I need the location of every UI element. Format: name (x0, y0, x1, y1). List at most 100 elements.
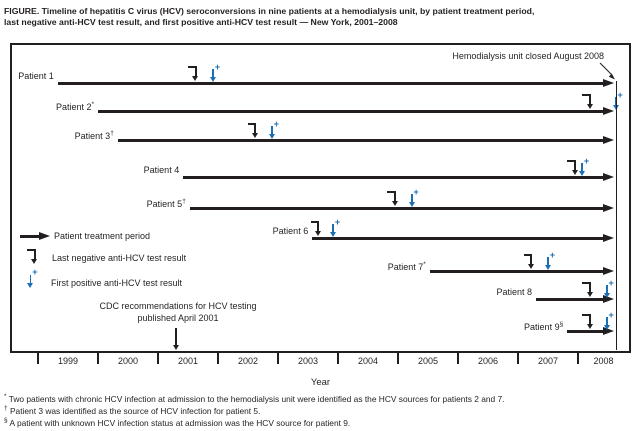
footnote-1: * Two patients with chronic HCV infectio… (4, 392, 505, 404)
treatment-line (189, 206, 604, 210)
last-negative-marker-icon (188, 66, 199, 82)
first-positive-marker-icon: + (27, 268, 39, 288)
marker-part (212, 69, 215, 78)
patient-label: Patient 8 (496, 287, 532, 297)
marker-part (192, 76, 199, 81)
axis-year-label: 2005 (417, 356, 439, 366)
axis-tick (576, 351, 580, 364)
treatment-line (183, 175, 604, 179)
treatment-arrow-head-icon (603, 326, 614, 335)
figure-title: FIGURE. Timeline of hepatitis C virus (H… (4, 6, 534, 28)
treatment-arrow-head-icon (603, 172, 614, 181)
last-negative-marker-icon (582, 94, 593, 110)
treatment-arrow-head-icon (603, 106, 614, 115)
treatment-arrow-head-icon (603, 233, 614, 242)
patient-footnote-symbol: † (182, 198, 186, 205)
figure-title-line2: last negative anti-HCV test result, and … (4, 17, 398, 27)
plot-box (10, 43, 631, 353)
footnote-1-text: Two patients with chronic HCV infection … (8, 393, 505, 404)
marker-part (586, 104, 593, 109)
marker-part (544, 265, 551, 270)
patient-footnote-symbol: * (91, 101, 94, 108)
marker-part (408, 202, 415, 207)
patient-label: Patient 1 (18, 71, 54, 81)
legend-label-treatment: Patient treatment period (54, 231, 151, 241)
patient-footnote-symbol: § (559, 321, 564, 328)
first-positive-marker-icon: + (209, 62, 222, 83)
patient-label: Patient 6 (272, 226, 309, 236)
marker-part (582, 314, 591, 316)
marker-part (603, 293, 610, 298)
footnote-3-text: A patient with unknown HCV infection sta… (9, 417, 351, 428)
marker-part (589, 282, 591, 293)
plus-icon: + (214, 61, 221, 72)
marker-part (391, 201, 398, 206)
first-positive-marker-icon: + (603, 310, 615, 331)
treatment-line (567, 329, 604, 333)
patient-label: Patient 3† (74, 130, 114, 141)
cdc-annotation: CDC recommendations for HCV testing publ… (83, 301, 273, 324)
axis-tick (276, 351, 280, 364)
marker-part (574, 160, 576, 171)
marker-part (317, 221, 320, 232)
marker-stem (29, 274, 32, 283)
axis-year-label: 2002 (237, 356, 259, 366)
marker-part (547, 257, 549, 266)
plus-icon: + (608, 309, 614, 320)
treatment-arrow-head-icon (603, 203, 614, 212)
footnotes: * Two patients with chronic HCV infectio… (4, 392, 505, 427)
axis-year-label: 2004 (357, 356, 379, 366)
plus-icon: + (608, 277, 614, 288)
marker-part (194, 66, 197, 77)
marker-part (589, 314, 591, 325)
plus-icon: + (413, 186, 419, 197)
first-positive-marker-icon: + (268, 119, 281, 140)
marker-part (332, 224, 335, 233)
last-negative-marker-icon (27, 249, 38, 265)
axis-year-label: 1999 (57, 356, 79, 366)
axis-tick (516, 351, 520, 364)
unit-closed-annotation: Hemodialysis unit closed August 2008 (452, 51, 604, 61)
marker-part (605, 285, 608, 294)
patient-label: Patient 5† (146, 198, 186, 209)
marker-part (523, 254, 532, 256)
marker-part (329, 232, 336, 237)
cdc-annotation-line2: published April 2001 (137, 312, 219, 323)
figure-title-line1: FIGURE. Timeline of hepatitis C virus (H… (4, 6, 535, 16)
treatment-arrow-head-icon (39, 231, 50, 240)
marker-arrowhead (27, 282, 34, 288)
plus-icon: + (549, 249, 555, 260)
treatment-arrow-icon (20, 234, 40, 238)
axis-year-label: 2003 (297, 356, 319, 366)
marker-part (578, 171, 585, 176)
marker-part (527, 264, 534, 269)
axis-tick (396, 351, 400, 364)
plus-icon: + (273, 118, 279, 129)
treatment-line (312, 236, 604, 240)
patient-label: Patient 9§ (524, 321, 564, 332)
axis-tick (216, 351, 220, 364)
cdc-arrow-head-icon (172, 345, 179, 350)
last-negative-marker-icon (582, 314, 593, 330)
plus-icon: + (617, 89, 623, 100)
axis-year-label: 2008 (593, 356, 614, 366)
marker-part (612, 105, 619, 110)
plus-icon: + (334, 216, 341, 227)
first-positive-marker-icon: + (612, 90, 624, 111)
marker-part (614, 97, 617, 106)
treatment-line (429, 269, 604, 273)
cdc-annotation-line1: CDC recommendations for HCV testing (99, 301, 257, 311)
marker-part (603, 325, 610, 330)
plus-icon: + (583, 155, 590, 166)
marker-arrowhead (31, 259, 38, 264)
first-positive-marker-icon: + (544, 250, 557, 271)
last-negative-marker-icon (247, 123, 259, 139)
axis-year-label: 2006 (477, 356, 499, 366)
marker-part (310, 221, 319, 223)
x-axis-title: Year (310, 377, 331, 388)
marker-bar (27, 249, 35, 251)
axis-year-label: 2000 (117, 356, 139, 366)
cdc-arrow-stem (175, 328, 177, 346)
patient-footnote-symbol: † (110, 130, 114, 137)
